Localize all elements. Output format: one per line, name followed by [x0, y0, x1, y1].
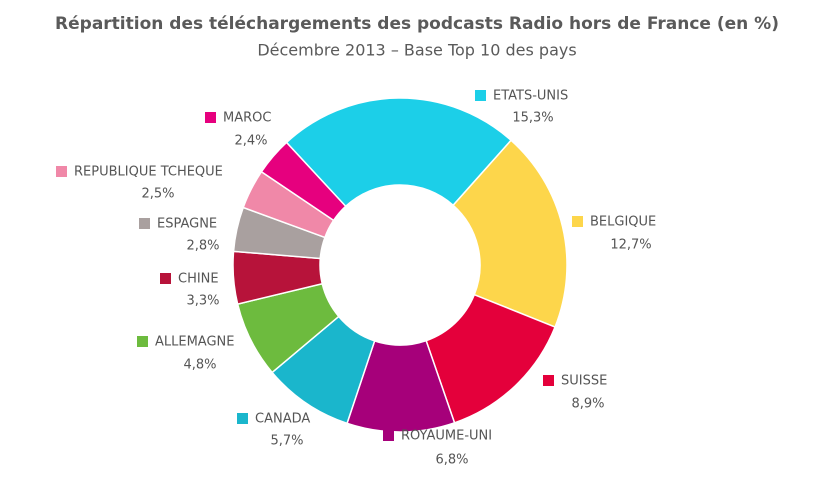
value-label: 3,3% [186, 294, 219, 309]
legend-swatch [139, 218, 150, 229]
category-label: SUISSE [561, 374, 607, 389]
value-label: 4,8% [183, 358, 216, 373]
category-label: REPUBLIQUE TCHEQUE [74, 165, 223, 180]
legend-swatch [475, 90, 486, 101]
legend-swatch [205, 112, 216, 123]
value-label: 15,3% [512, 111, 553, 126]
value-label: 5,7% [270, 434, 303, 449]
legend-swatch [543, 375, 554, 386]
category-label: BELGIQUE [590, 215, 656, 230]
donut-slice [452, 139, 568, 328]
category-label: ETATS-UNIS [493, 89, 568, 104]
category-label: ESPAGNE [157, 217, 217, 232]
value-label: 6,8% [435, 453, 468, 468]
donut-slice [260, 141, 347, 222]
value-label: 2,8% [186, 239, 219, 254]
legend-swatch [160, 273, 171, 284]
chart-title: Répartition des téléchargements des podc… [55, 14, 779, 34]
legend-swatch [237, 413, 248, 424]
category-label: CHINE [178, 272, 219, 287]
donut-slice [285, 97, 513, 208]
value-label: 12,7% [610, 238, 651, 253]
category-label: MAROC [223, 111, 271, 126]
legend-swatch [137, 336, 148, 347]
value-label: 2,5% [141, 187, 174, 202]
category-label: ALLEMAGNE [155, 335, 235, 350]
value-label: 8,9% [571, 397, 604, 412]
value-label: 2,4% [234, 134, 267, 149]
legend-swatch [572, 216, 583, 227]
chart-subtitle: Décembre 2013 – Base Top 10 des pays [257, 41, 576, 60]
category-label: ROYAUME-UNI [401, 429, 492, 444]
legend-swatch [56, 166, 67, 177]
category-label: CANADA [255, 412, 310, 427]
legend-swatch [383, 430, 394, 441]
